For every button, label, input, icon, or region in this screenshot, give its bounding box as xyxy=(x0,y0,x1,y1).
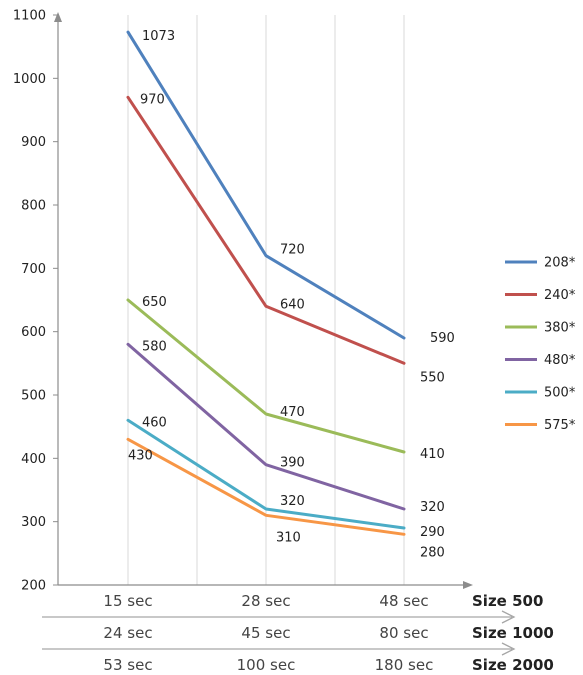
y-tick-label-1100: 1100 xyxy=(13,9,46,24)
legend-label-240*: 240* xyxy=(544,288,576,303)
y-tick-label-300: 300 xyxy=(21,515,46,530)
data-label-380*-1: 470 xyxy=(280,405,305,420)
row-arrow-head-0 xyxy=(501,610,516,624)
series-line-208* xyxy=(126,30,406,340)
y-axis-arrow xyxy=(54,12,62,22)
legend-label-208*: 208* xyxy=(544,256,576,271)
size-label-2: Size 2000 xyxy=(472,656,554,674)
data-label-380*-0: 650 xyxy=(142,295,167,310)
x-label-row2-0: 53 sec xyxy=(103,656,152,674)
x-label-row0-0: 15 sec xyxy=(103,592,152,610)
size-label-0: Size 500 xyxy=(472,592,543,610)
x-label-row2-1: 100 sec xyxy=(237,656,296,674)
data-label-208*-1: 720 xyxy=(280,243,305,258)
series-line-575* xyxy=(126,437,406,536)
data-label-575*-1: 310 xyxy=(276,530,301,545)
y-tick-label-900: 900 xyxy=(21,135,46,150)
x-label-row1-0: 24 sec xyxy=(103,624,152,642)
data-label-480*-0: 580 xyxy=(142,339,167,354)
series-line-480* xyxy=(126,342,406,511)
y-tick-label-800: 800 xyxy=(21,199,46,214)
data-label-380*-2: 410 xyxy=(420,447,445,462)
data-label-208*-2: 590 xyxy=(430,331,455,346)
x-label-row2-2: 180 sec xyxy=(375,656,434,674)
legend-label-575*: 575* xyxy=(544,418,576,433)
y-tick-label-400: 400 xyxy=(21,452,46,467)
legend-label-500*: 500* xyxy=(544,386,576,401)
x-label-row1-1: 45 sec xyxy=(241,624,290,642)
x-label-row0-2: 48 sec xyxy=(379,592,428,610)
y-tick-label-700: 700 xyxy=(21,262,46,277)
y-tick-label-200: 200 xyxy=(21,579,46,594)
row-arrow-head-1 xyxy=(501,642,516,656)
size-label-1: Size 1000 xyxy=(472,624,554,642)
y-tick-label-600: 600 xyxy=(21,325,46,340)
data-label-480*-2: 320 xyxy=(420,500,445,515)
y-tick-label-500: 500 xyxy=(21,389,46,404)
legend-label-480*: 480* xyxy=(544,353,576,368)
data-label-575*-2: 280 xyxy=(420,545,445,560)
x-label-row0-1: 28 sec xyxy=(241,592,290,610)
data-label-575*-0: 430 xyxy=(128,448,153,463)
x-label-row1-2: 80 sec xyxy=(379,624,428,642)
data-label-500*-0: 460 xyxy=(142,415,167,430)
data-label-240*-2: 550 xyxy=(420,370,445,385)
data-label-480*-1: 390 xyxy=(280,456,305,471)
y-tick-label-1000: 1000 xyxy=(13,72,46,87)
series-line-380* xyxy=(126,298,406,454)
x-axis-arrow xyxy=(463,581,473,589)
data-label-240*-1: 640 xyxy=(280,297,305,312)
data-label-208*-0: 1073 xyxy=(142,29,175,44)
series-line-500* xyxy=(126,418,406,530)
data-label-500*-2: 290 xyxy=(420,525,445,540)
legend-label-380*: 380* xyxy=(544,321,576,336)
data-label-500*-1: 320 xyxy=(280,494,305,509)
series-line-240* xyxy=(126,95,406,365)
data-label-240*-0: 970 xyxy=(140,92,165,107)
